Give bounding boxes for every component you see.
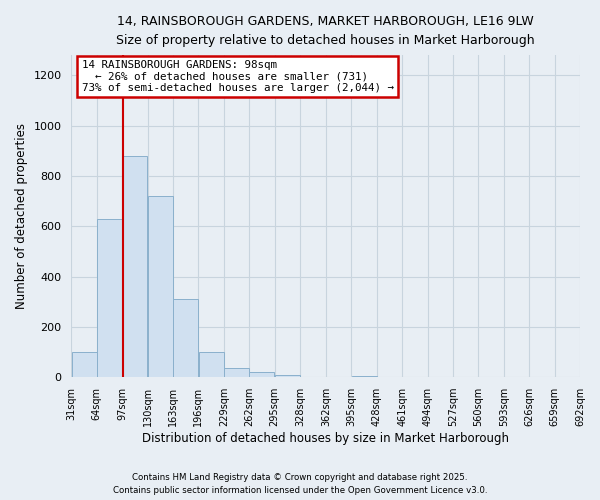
Y-axis label: Number of detached properties: Number of detached properties bbox=[15, 123, 28, 309]
Bar bbox=[148, 196, 173, 377]
Bar bbox=[122, 156, 148, 377]
Text: 14 RAINSBOROUGH GARDENS: 98sqm
  ← 26% of detached houses are smaller (731)
73% : 14 RAINSBOROUGH GARDENS: 98sqm ← 26% of … bbox=[82, 60, 394, 93]
Bar bbox=[224, 368, 249, 377]
Bar bbox=[173, 299, 198, 377]
Bar bbox=[352, 376, 377, 377]
Bar bbox=[250, 372, 274, 377]
Bar bbox=[275, 374, 300, 377]
X-axis label: Distribution of detached houses by size in Market Harborough: Distribution of detached houses by size … bbox=[142, 432, 509, 445]
Bar bbox=[71, 352, 97, 377]
Text: Contains HM Land Registry data © Crown copyright and database right 2025.
Contai: Contains HM Land Registry data © Crown c… bbox=[113, 474, 487, 495]
Bar bbox=[97, 218, 122, 377]
Title: 14, RAINSBOROUGH GARDENS, MARKET HARBOROUGH, LE16 9LW
Size of property relative : 14, RAINSBOROUGH GARDENS, MARKET HARBORO… bbox=[116, 15, 535, 47]
Bar bbox=[199, 352, 224, 377]
